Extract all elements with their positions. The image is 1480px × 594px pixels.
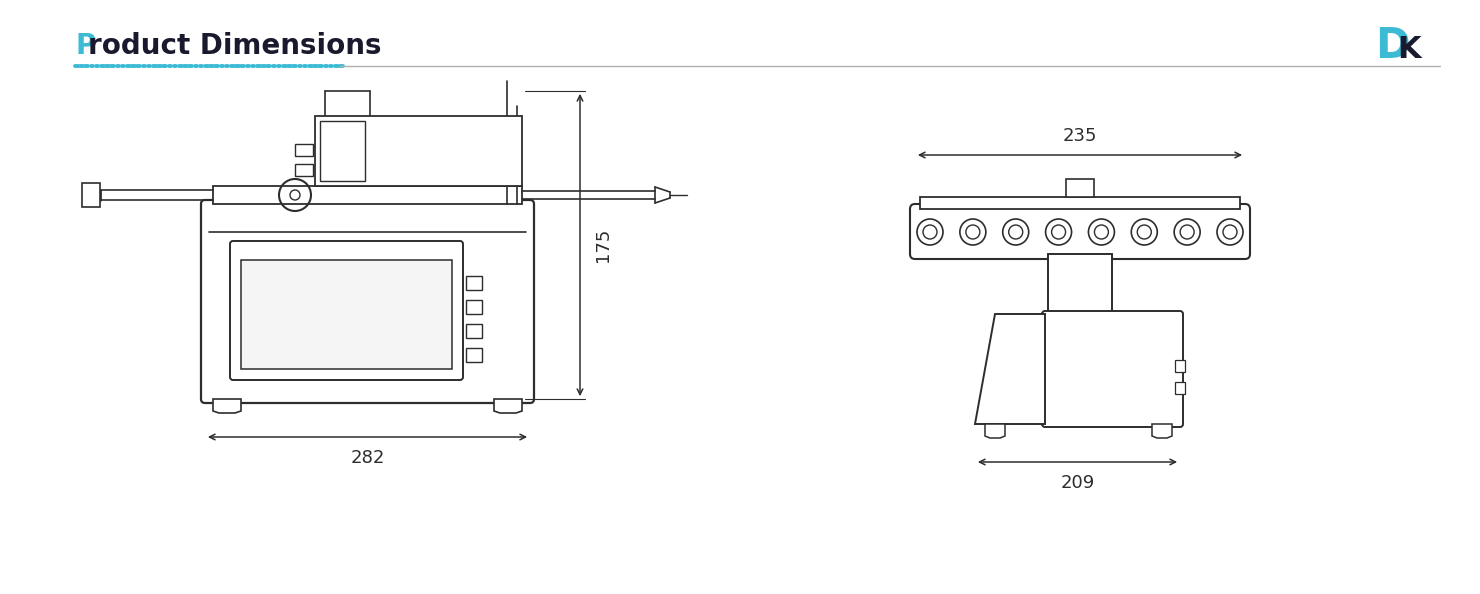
Polygon shape: [986, 424, 1005, 438]
Bar: [466, 348, 482, 362]
Text: 282: 282: [351, 449, 385, 467]
FancyBboxPatch shape: [229, 241, 463, 380]
Text: roduct Dimensions: roduct Dimensions: [87, 32, 382, 60]
FancyBboxPatch shape: [201, 200, 534, 403]
FancyBboxPatch shape: [910, 204, 1251, 259]
Polygon shape: [975, 314, 1045, 424]
Polygon shape: [213, 399, 241, 413]
Text: 209: 209: [1060, 474, 1095, 492]
Bar: [315, 116, 522, 186]
Bar: [921, 197, 1240, 209]
Bar: [1175, 360, 1185, 372]
Bar: [295, 164, 312, 176]
Text: P: P: [75, 32, 95, 60]
Bar: [1175, 382, 1185, 394]
Polygon shape: [494, 399, 522, 413]
Text: D: D: [1375, 25, 1409, 67]
Bar: [466, 276, 482, 290]
Bar: [81, 183, 101, 207]
Text: 175: 175: [593, 228, 613, 262]
Polygon shape: [1151, 424, 1172, 438]
Bar: [466, 324, 482, 338]
Text: K: K: [1397, 36, 1421, 65]
Bar: [241, 260, 451, 369]
Bar: [320, 121, 366, 181]
Bar: [295, 144, 312, 156]
Bar: [1066, 179, 1094, 197]
Bar: [1048, 254, 1111, 314]
Bar: [213, 186, 522, 204]
Bar: [466, 300, 482, 314]
FancyBboxPatch shape: [1042, 311, 1183, 427]
Text: 235: 235: [1063, 127, 1097, 145]
